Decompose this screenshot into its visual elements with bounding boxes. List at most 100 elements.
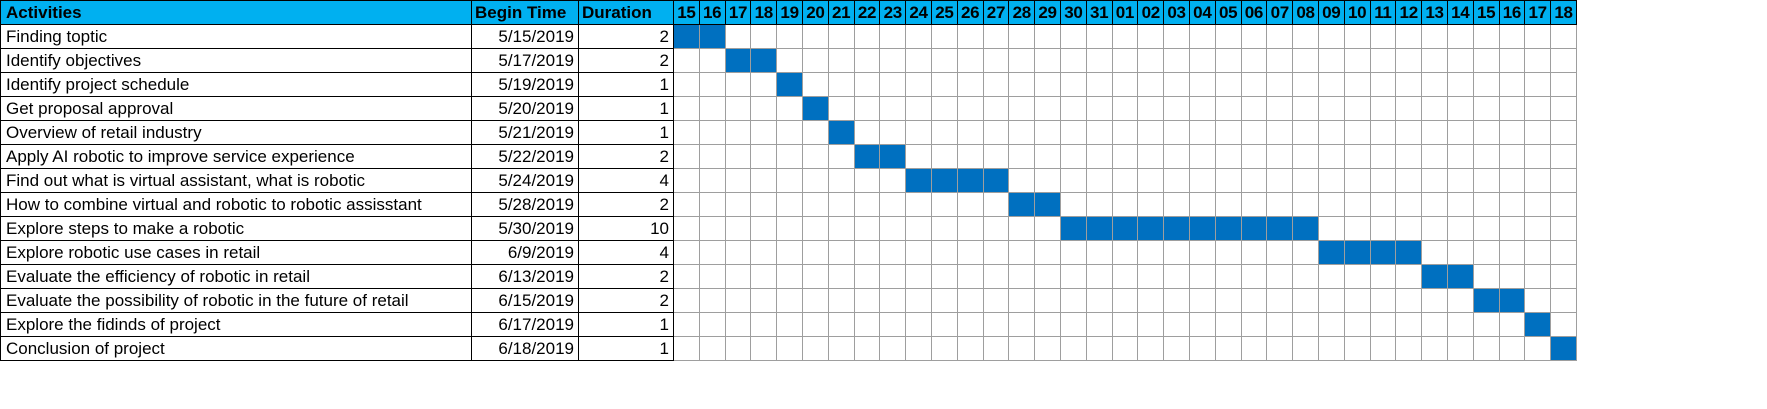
timeline-cell[interactable]	[1498, 240, 1526, 265]
timeline-cell[interactable]	[1395, 24, 1423, 49]
timeline-cell[interactable]	[1498, 96, 1526, 121]
timeline-cell[interactable]	[1472, 120, 1500, 145]
timeline-cell[interactable]	[1317, 72, 1345, 97]
task-name[interactable]: Explore the fidinds of project	[0, 312, 472, 337]
timeline-cell[interactable]	[1550, 96, 1577, 121]
timeline-cell[interactable]	[1034, 240, 1061, 265]
timeline-cell[interactable]	[1369, 288, 1397, 313]
timeline-cell[interactable]	[776, 336, 803, 361]
timeline-cell[interactable]	[1343, 144, 1371, 169]
timeline-cell[interactable]	[905, 48, 932, 73]
timeline-cell[interactable]	[1240, 96, 1268, 121]
timeline-cell[interactable]	[1524, 96, 1552, 121]
timeline-cell[interactable]	[673, 216, 700, 241]
timeline-cell[interactable]	[1111, 48, 1139, 73]
timeline-cell[interactable]	[1266, 240, 1294, 265]
day-header[interactable]: 22	[853, 0, 881, 25]
timeline-cell[interactable]	[1550, 216, 1577, 241]
timeline-cell[interactable]	[673, 120, 700, 145]
day-header[interactable]: 15	[673, 0, 700, 25]
timeline-cell[interactable]	[1214, 48, 1242, 73]
timeline-cell[interactable]	[1343, 120, 1371, 145]
column-header-duration[interactable]: Duration	[578, 0, 674, 25]
timeline-cell[interactable]	[1163, 240, 1190, 265]
timeline-cell[interactable]	[1472, 96, 1500, 121]
timeline-cell[interactable]	[982, 240, 1010, 265]
timeline-cell[interactable]	[1214, 24, 1242, 49]
timeline-cell[interactable]	[1472, 312, 1500, 337]
timeline-cell[interactable]	[1292, 240, 1319, 265]
timeline-cell[interactable]	[1085, 288, 1113, 313]
timeline-cell[interactable]	[1446, 216, 1474, 241]
task-name[interactable]: How to combine virtual and robotic to ro…	[0, 192, 472, 217]
timeline-cell[interactable]	[698, 336, 726, 361]
timeline-cell[interactable]	[1498, 216, 1526, 241]
timeline-cell[interactable]	[724, 288, 752, 313]
timeline-cell[interactable]	[1008, 144, 1036, 169]
timeline-cell[interactable]	[1317, 264, 1345, 289]
timeline-cell[interactable]	[1059, 48, 1087, 73]
timeline-cell[interactable]	[1421, 24, 1448, 49]
gantt-bar-cell[interactable]	[1137, 216, 1165, 241]
timeline-cell[interactable]	[930, 120, 958, 145]
timeline-cell[interactable]	[1446, 288, 1474, 313]
timeline-cell[interactable]	[724, 120, 752, 145]
timeline-cell[interactable]	[1292, 336, 1319, 361]
timeline-cell[interactable]	[1524, 168, 1552, 193]
day-header[interactable]: 03	[1163, 0, 1190, 25]
timeline-cell[interactable]	[673, 192, 700, 217]
timeline-cell[interactable]	[1317, 168, 1345, 193]
timeline-cell[interactable]	[1266, 312, 1294, 337]
timeline-cell[interactable]	[673, 72, 700, 97]
timeline-cell[interactable]	[879, 240, 907, 265]
timeline-cell[interactable]	[1163, 72, 1190, 97]
timeline-cell[interactable]	[1498, 72, 1526, 97]
timeline-cell[interactable]	[1369, 168, 1397, 193]
task-name[interactable]: Identify objectives	[0, 48, 472, 73]
gantt-bar-cell[interactable]	[1446, 264, 1474, 289]
day-header[interactable]: 11	[1369, 0, 1397, 25]
timeline-cell[interactable]	[1137, 48, 1165, 73]
timeline-cell[interactable]	[776, 288, 803, 313]
timeline-cell[interactable]	[724, 168, 752, 193]
timeline-cell[interactable]	[853, 336, 881, 361]
timeline-cell[interactable]	[1550, 240, 1577, 265]
timeline-cell[interactable]	[1472, 168, 1500, 193]
timeline-cell[interactable]	[1085, 240, 1113, 265]
timeline-cell[interactable]	[750, 336, 778, 361]
timeline-cell[interactable]	[827, 288, 855, 313]
timeline-cell[interactable]	[1524, 216, 1552, 241]
timeline-cell[interactable]	[956, 96, 984, 121]
timeline-cell[interactable]	[1137, 24, 1165, 49]
day-header[interactable]: 18	[750, 0, 778, 25]
timeline-cell[interactable]	[1163, 48, 1190, 73]
day-header[interactable]: 21	[827, 0, 855, 25]
timeline-cell[interactable]	[1498, 312, 1526, 337]
timeline-cell[interactable]	[1317, 24, 1345, 49]
timeline-cell[interactable]	[1395, 192, 1423, 217]
timeline-cell[interactable]	[956, 216, 984, 241]
timeline-cell[interactable]	[930, 48, 958, 73]
timeline-cell[interactable]	[1163, 192, 1190, 217]
timeline-cell[interactable]	[1446, 312, 1474, 337]
timeline-cell[interactable]	[1472, 264, 1500, 289]
timeline-cell[interactable]	[1163, 336, 1190, 361]
timeline-cell[interactable]	[1550, 24, 1577, 49]
timeline-cell[interactable]	[1008, 216, 1036, 241]
timeline-cell[interactable]	[827, 336, 855, 361]
timeline-cell[interactable]	[1550, 144, 1577, 169]
gantt-bar-cell[interactable]	[853, 144, 881, 169]
day-header[interactable]: 31	[1085, 0, 1113, 25]
timeline-cell[interactable]	[698, 96, 726, 121]
task-duration[interactable]: 10	[578, 216, 674, 241]
timeline-cell[interactable]	[905, 24, 932, 49]
timeline-cell[interactable]	[750, 96, 778, 121]
gantt-bar-cell[interactable]	[827, 120, 855, 145]
timeline-cell[interactable]	[1034, 336, 1061, 361]
timeline-cell[interactable]	[1472, 240, 1500, 265]
timeline-cell[interactable]	[1137, 72, 1165, 97]
timeline-cell[interactable]	[1059, 192, 1087, 217]
timeline-cell[interactable]	[698, 192, 726, 217]
timeline-cell[interactable]	[1111, 168, 1139, 193]
timeline-cell[interactable]	[1472, 144, 1500, 169]
